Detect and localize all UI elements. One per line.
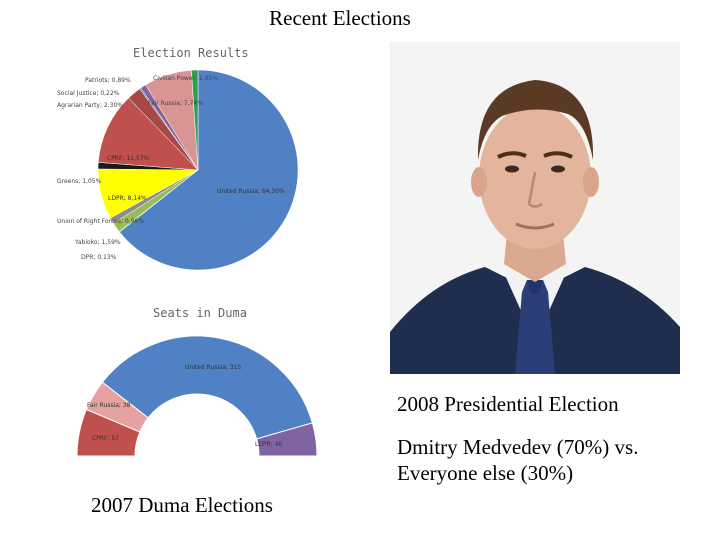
- pie-label-ldpr: LDPR; 8,14%: [108, 195, 147, 202]
- pie-label-agrarian: Agrarian Party; 2,30%: [57, 102, 123, 109]
- duma-caption: 2007 Duma Elections: [91, 493, 273, 517]
- candidate-photo: [390, 42, 680, 374]
- pie-label-patriots: Patriots; 0,89%: [85, 77, 131, 84]
- pie-slice-cprf: [98, 97, 199, 171]
- seats-label-united-russia: United Russia; 315: [185, 364, 241, 371]
- seats-slice-ldpr: [255, 422, 318, 457]
- seats-chart-title: Seats in Duma: [153, 306, 247, 320]
- seats-label-cprf: CPRF; 57: [92, 435, 119, 442]
- pie-label-dpr: DPR; 0,13%: [81, 254, 117, 261]
- pie-labels: Patriots; 0,89% Social Justice; 0,22% Ag…: [57, 75, 285, 261]
- seats-slice-united-russia: [101, 335, 313, 440]
- pie-label-united-russia: United Russia; 64,30%: [217, 188, 285, 195]
- pie-chart-title: Election Results: [133, 46, 249, 60]
- pie-label-greens: Greens; 1,05%: [57, 178, 102, 185]
- seats-label-ldpr: LDPR; 40: [255, 441, 282, 448]
- seats-label-fair-russia: Fair Russia; 38: [87, 402, 131, 409]
- pie-label-union-right: Union of Right Forces; 0,96%: [57, 218, 144, 225]
- pie-chart: [97, 69, 299, 271]
- seats-chart: [76, 335, 318, 457]
- portrait-illustration: [390, 42, 680, 374]
- pie-label-social-justice: Social Justice; 0,22%: [57, 90, 120, 97]
- charts-panel: Election Results Patriots; 0,89% Social …: [57, 46, 318, 457]
- slide-title: Recent Elections: [269, 6, 411, 30]
- pie-slice-united-russia: [119, 69, 299, 271]
- versus-caption: Dmitry Medvedev (70%) vs. Everyone else …: [397, 435, 639, 485]
- presidential-caption: 2008 Presidential Election: [397, 392, 619, 416]
- pie-label-fair-russia: Fair Russia; 7,74%: [148, 100, 203, 107]
- pie-slice-civilian-power: [191, 69, 199, 171]
- seats-labels: United Russia; 315 Fair Russia; 38 CPRF;…: [87, 364, 282, 448]
- pie-label-cprf: CPRF; 11,57%: [107, 155, 150, 162]
- pie-label-yabloko: Yabloko; 1,59%: [74, 239, 121, 246]
- pie-label-civilian-power: Civilian Power; 1,05%: [153, 75, 218, 82]
